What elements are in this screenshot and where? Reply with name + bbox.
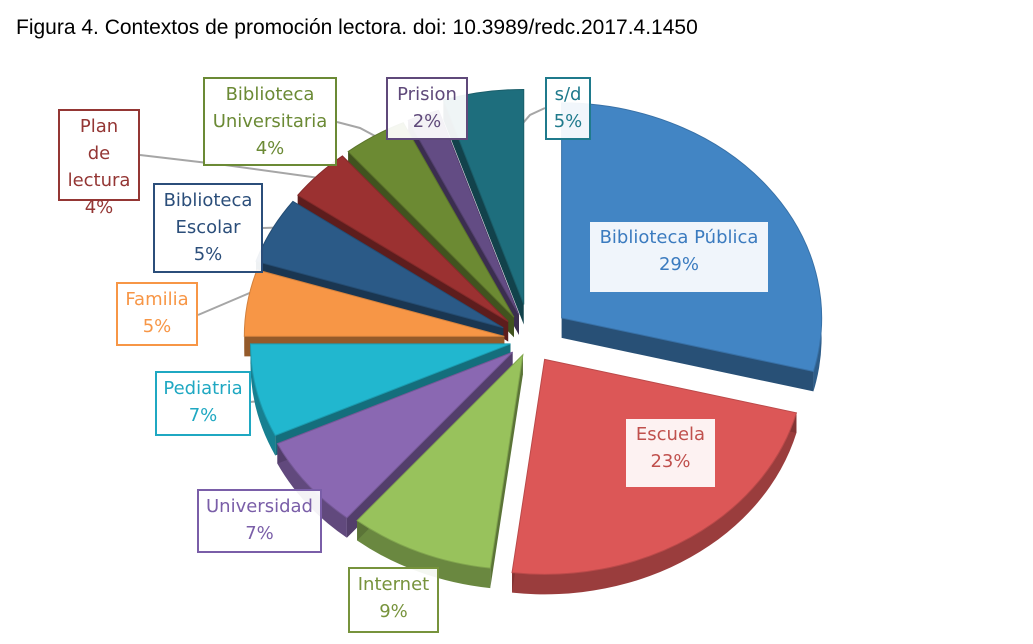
data-label-value: 23%	[650, 451, 691, 472]
pie-slice-top	[297, 155, 509, 322]
data-label-name: Familia	[125, 289, 189, 310]
data-label-plan-de-lectura: Plan de lectura 4%	[58, 109, 140, 218]
data-label-value: 2%	[412, 111, 442, 132]
data-label-name: Plan de lectura	[67, 116, 131, 191]
data-label-familia: Familia 5%	[116, 282, 198, 346]
data-label-pediatria: Pediatria 7%	[155, 371, 251, 436]
pie-slice-side	[512, 412, 797, 595]
data-label-value: 29%	[658, 254, 699, 275]
data-label-value: 9%	[379, 601, 408, 622]
data-label-name: Biblioteca Pública	[599, 227, 759, 248]
data-label-value: 7%	[245, 523, 274, 544]
data-label-value: 5%	[553, 111, 583, 132]
data-label-value: 4%	[255, 138, 285, 159]
pie-slice-internet	[356, 353, 524, 589]
data-label-value: 7%	[188, 405, 218, 426]
data-label-prision: Prision 2%	[386, 77, 468, 140]
pie-slice-wall	[443, 99, 524, 325]
data-label-biblioteca-universitaria: Biblioteca Universitaria 4%	[203, 77, 337, 166]
data-label-value: 5%	[142, 316, 172, 337]
data-label-escuela: Escuela 23%	[626, 419, 715, 487]
data-label-name: Pediatria	[163, 378, 243, 399]
pie-slice-top	[356, 353, 524, 569]
data-label-name: Biblioteca Universitaria	[212, 84, 328, 132]
data-label-name: s/d	[554, 84, 582, 105]
data-label-biblioteca-p-blica: Biblioteca Pública 29%	[590, 222, 768, 292]
data-label-internet: Internet 9%	[348, 567, 439, 633]
data-label-value: 5%	[193, 244, 223, 265]
data-label-value: 4%	[84, 197, 114, 218]
pie-slice-wall	[561, 317, 814, 392]
pie-slice-top	[249, 343, 511, 437]
data-label-name: Universidad	[206, 496, 313, 517]
data-label-universidad: Universidad 7%	[197, 489, 322, 553]
pie-slice-wall	[490, 354, 523, 589]
pie-slice-side	[250, 343, 276, 456]
data-label-biblioteca-escolar: Biblioteca Escolar 5%	[153, 183, 263, 273]
pie-slice-side	[357, 520, 491, 589]
data-label-name: Prision	[397, 84, 457, 105]
data-label-s-d: s/d 5%	[545, 77, 591, 140]
data-label-name: Biblioteca Escolar	[163, 190, 253, 238]
pie-slice-top	[276, 351, 513, 519]
figure-caption: Figura 4. Contextos de promoción lectora…	[16, 16, 698, 39]
data-label-name: Escuela	[635, 424, 706, 445]
data-label-name: Internet	[357, 574, 430, 595]
